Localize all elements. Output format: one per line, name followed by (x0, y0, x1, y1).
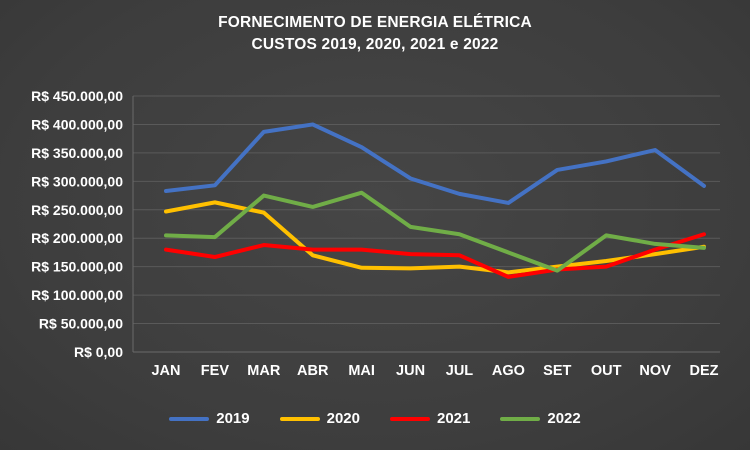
x-axis-tick-label: NOV (639, 363, 671, 379)
y-axis-tick-label: R$ 100.000,00 (31, 287, 123, 303)
y-axis-tick-label: R$ 0,00 (74, 344, 123, 360)
chart-legend: 2019 2020 2021 2022 (0, 410, 750, 427)
x-axis-tick-label: OUT (591, 363, 622, 379)
y-axis-tick-label: R$ 50.000,00 (39, 316, 123, 332)
y-axis-tick-label: R$ 150.000,00 (31, 259, 123, 275)
series-line-2021 (164, 232, 706, 279)
legend-label-2022: 2022 (547, 410, 581, 427)
x-axis-tick-label: FEV (201, 363, 230, 379)
x-axis-tick-label: SET (543, 363, 571, 379)
legend-label-2020: 2020 (326, 410, 360, 427)
legend-item-2021: 2021 (390, 410, 470, 427)
legend-swatch-2021 (390, 416, 430, 421)
x-axis-tick-label: ABR (297, 363, 329, 379)
y-axis-tick-label: R$ 400.000,00 (31, 116, 123, 132)
line-chart-plot-area: R$ 450.000,00 R$ 400.000,00 R$ 350.000,00 R… (31, 88, 720, 379)
x-axis-tick-label: MAI (348, 363, 375, 379)
x-axis-tick-label: JUN (396, 363, 425, 379)
legend-item-2022: 2022 (500, 410, 581, 427)
series-line-2020 (164, 200, 706, 275)
y-axis-tick-label: R$ 250.000,00 (31, 202, 123, 218)
x-axis-tick-label: JUL (446, 363, 474, 379)
legend-label-2021: 2021 (437, 410, 471, 427)
legend-swatch-2022 (500, 416, 541, 421)
series-line-2019 (164, 122, 706, 205)
y-axis-tick-label: R$ 350.000,00 (31, 145, 123, 161)
y-axis-tick-label: R$ 200.000,00 (31, 230, 123, 246)
legend-swatch-2020 (279, 416, 320, 421)
x-axis-tick-label: JAN (151, 363, 180, 379)
y-axis-tick-label: R$ 450.000,00 (31, 88, 123, 104)
chart-title-line2: CUSTOS 2019, 2020, 2021 e 2022 (251, 36, 499, 53)
legend-item-2020: 2020 (279, 410, 360, 427)
legend-swatch-2019 (169, 416, 210, 421)
series-line-2022 (164, 190, 706, 273)
x-axis-tick-label: AGO (492, 363, 525, 379)
legend-item-2019: 2019 (169, 410, 250, 427)
x-axis-tick-label: DEZ (690, 363, 719, 379)
x-axis-tick-label: MAR (247, 363, 281, 379)
legend-label-2019: 2019 (216, 410, 250, 427)
chart-title-line1: FORNECIMENTO DE ENERGIA ELÉTRICA (218, 14, 532, 31)
chart-title: FORNECIMENTO DE ENERGIA ELÉTRICA CUSTOS … (0, 12, 750, 56)
y-axis-tick-label: R$ 300.000,00 (31, 173, 123, 189)
